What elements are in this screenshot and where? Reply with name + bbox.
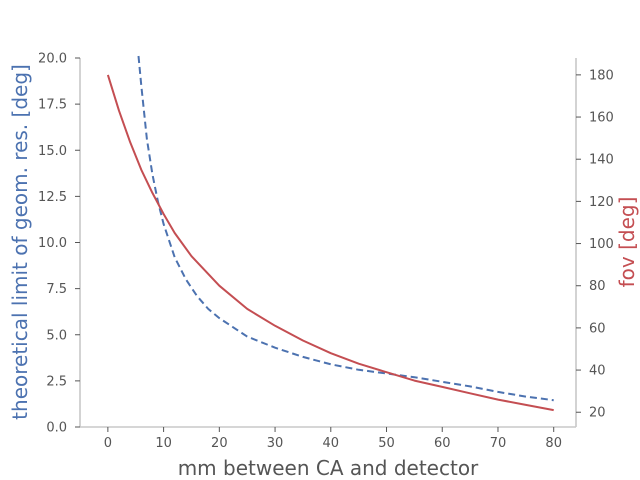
right-y-axis-ticks: 20 40 60 80 100 120 140 160 180 [576, 68, 614, 421]
x-tick-label: 30 [267, 436, 284, 451]
left-y-tick-label: 15.0 [38, 144, 67, 159]
axes-frame [79, 58, 577, 428]
x-tick-label: 50 [378, 436, 395, 451]
left-y-tick-label: 2.5 [46, 374, 67, 389]
fov-solid-line [106, 74, 554, 412]
x-tick-label: 20 [211, 436, 228, 451]
left-y-tick-label: 17.5 [38, 98, 67, 113]
right-y-tick-label: 140 [589, 153, 614, 168]
right-y-tick-label: 60 [589, 321, 606, 336]
x-tick-label: 40 [323, 436, 340, 451]
right-y-tick-label: 120 [589, 195, 614, 210]
left-y-axis-ticks: 0.0 2.5 5.0 7.5 10.0 12.5 15.0 17.5 20.0 [38, 52, 80, 436]
right-y-tick-label: 20 [589, 406, 606, 421]
right-y-tick-label: 100 [589, 237, 614, 252]
left-y-tick-label: 7.5 [46, 282, 67, 297]
x-axis-ticks: 0 10 20 30 40 50 60 70 80 [104, 427, 562, 451]
right-y-tick-label: 80 [589, 279, 606, 294]
left-y-axis-title: theoretical limit of geom. res. [deg] [8, 64, 32, 420]
left-y-tick-label: 5.0 [46, 328, 67, 343]
plot-lines [106, 55, 554, 412]
x-tick-label: 60 [434, 436, 451, 451]
geom-res-dashed-line [137, 55, 554, 402]
left-y-tick-label: 20.0 [38, 52, 67, 67]
right-y-tick-label: 180 [589, 68, 614, 83]
left-y-tick-label: 0.0 [46, 421, 67, 436]
left-y-tick-label: 12.5 [38, 190, 67, 205]
left-y-tick-label: 10.0 [38, 236, 67, 251]
right-y-tick-label: 160 [589, 111, 614, 126]
right-y-axis-title: fov [deg] [615, 197, 639, 288]
right-y-tick-label: 40 [589, 364, 606, 379]
x-tick-label: 70 [490, 436, 507, 451]
x-tick-label: 10 [155, 436, 172, 451]
x-tick-label: 0 [104, 436, 112, 451]
x-tick-label: 80 [545, 436, 562, 451]
x-axis-title: mm between CA and detector [178, 456, 479, 480]
